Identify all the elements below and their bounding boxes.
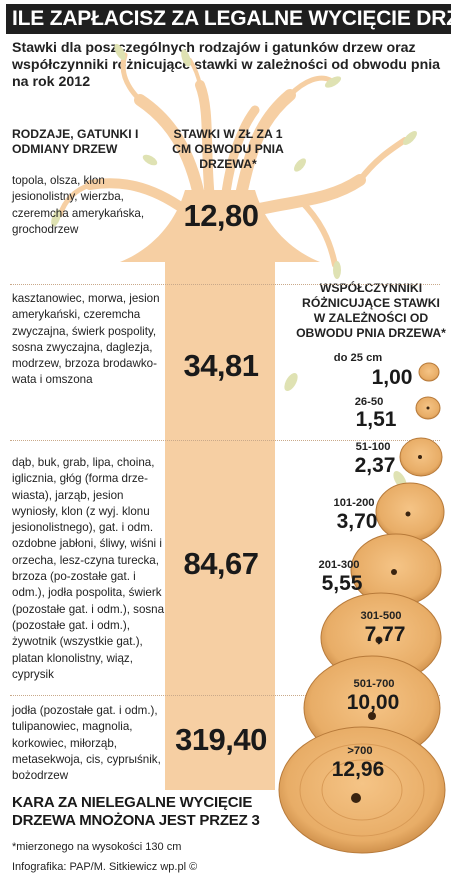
- group-divider: [10, 695, 440, 696]
- coefficient-range: 101-200: [333, 497, 375, 509]
- coefficient-value: 1,00: [371, 366, 413, 389]
- species-column-header: RODZAJE, GATUNKI I ODMIANY DRZEW: [12, 127, 139, 156]
- coefficient-range: 501-700: [353, 678, 395, 690]
- ring-disc: [350, 533, 442, 607]
- coefficient-value: 1,51: [355, 408, 397, 431]
- species-list: jodła (pozostałe gat. i odm.), tulipanow…: [12, 704, 161, 783]
- tree-trunk: [120, 190, 320, 790]
- rate-value: 34,81: [183, 348, 259, 383]
- credit-line: Infografika: PAP/M. Sitkiewicz wp.pl ©: [12, 861, 198, 873]
- ring-disc: [399, 437, 443, 477]
- rate-column-header: STAWKI W ZŁ ZA 1 CM OBWODU PNIA DRZEWA*: [172, 127, 284, 171]
- rate-value: 84,67: [183, 546, 259, 581]
- coefficient-range: 301-500: [360, 610, 402, 622]
- coefficient-range: 51-100: [355, 441, 391, 453]
- coefficient-value: 7,77: [364, 623, 406, 646]
- tree-branches: [57, 52, 408, 268]
- ring-disc: [415, 396, 441, 420]
- ring-disc: [278, 726, 446, 854]
- species-list: kasztanowiec, morwa, jesion amerykański,…: [12, 292, 160, 387]
- page-title: ILE ZAPŁACISZ ZA LEGALNE WYCIĘCIE DRZEWA: [6, 4, 451, 34]
- group-divider: [10, 440, 440, 441]
- rate-value: 12,80: [183, 198, 259, 233]
- coefficient-range: 201-300: [318, 559, 360, 571]
- species-list: dąb, buk, grab, lipa, choina, iglicznia,…: [12, 456, 165, 681]
- coefficient-range: 26-50: [354, 396, 384, 408]
- subtitle: Stawki dla poszczególnych rodzajów i gat…: [12, 40, 441, 90]
- footnote: *mierzonego na wysokości 130 cm: [12, 841, 182, 853]
- coefficient-value: 10,00: [346, 691, 400, 714]
- group-divider: [10, 284, 440, 285]
- rate-value: 319,40: [175, 722, 267, 757]
- coefficient-column-header: WSPÓŁCZYNNIKI RÓŻNICUJĄCE STAWKI W ZALEŻ…: [296, 281, 446, 340]
- coefficient-range: do 25 cm: [333, 352, 383, 364]
- coefficient-value: 3,70: [336, 510, 378, 533]
- species-list: topola, olsza, klon jesionolistny, wierz…: [12, 174, 145, 236]
- coefficient-value: 12,96: [331, 758, 385, 781]
- coefficient-range: >700: [347, 745, 373, 757]
- penalty-note: KARA ZA NIELEGALNE WYCIĘCIE DRZEWA MNOŻO…: [12, 794, 260, 829]
- ring-disc: [418, 362, 440, 382]
- coefficient-value: 2,37: [354, 454, 396, 477]
- coefficient-value: 5,55: [321, 572, 363, 595]
